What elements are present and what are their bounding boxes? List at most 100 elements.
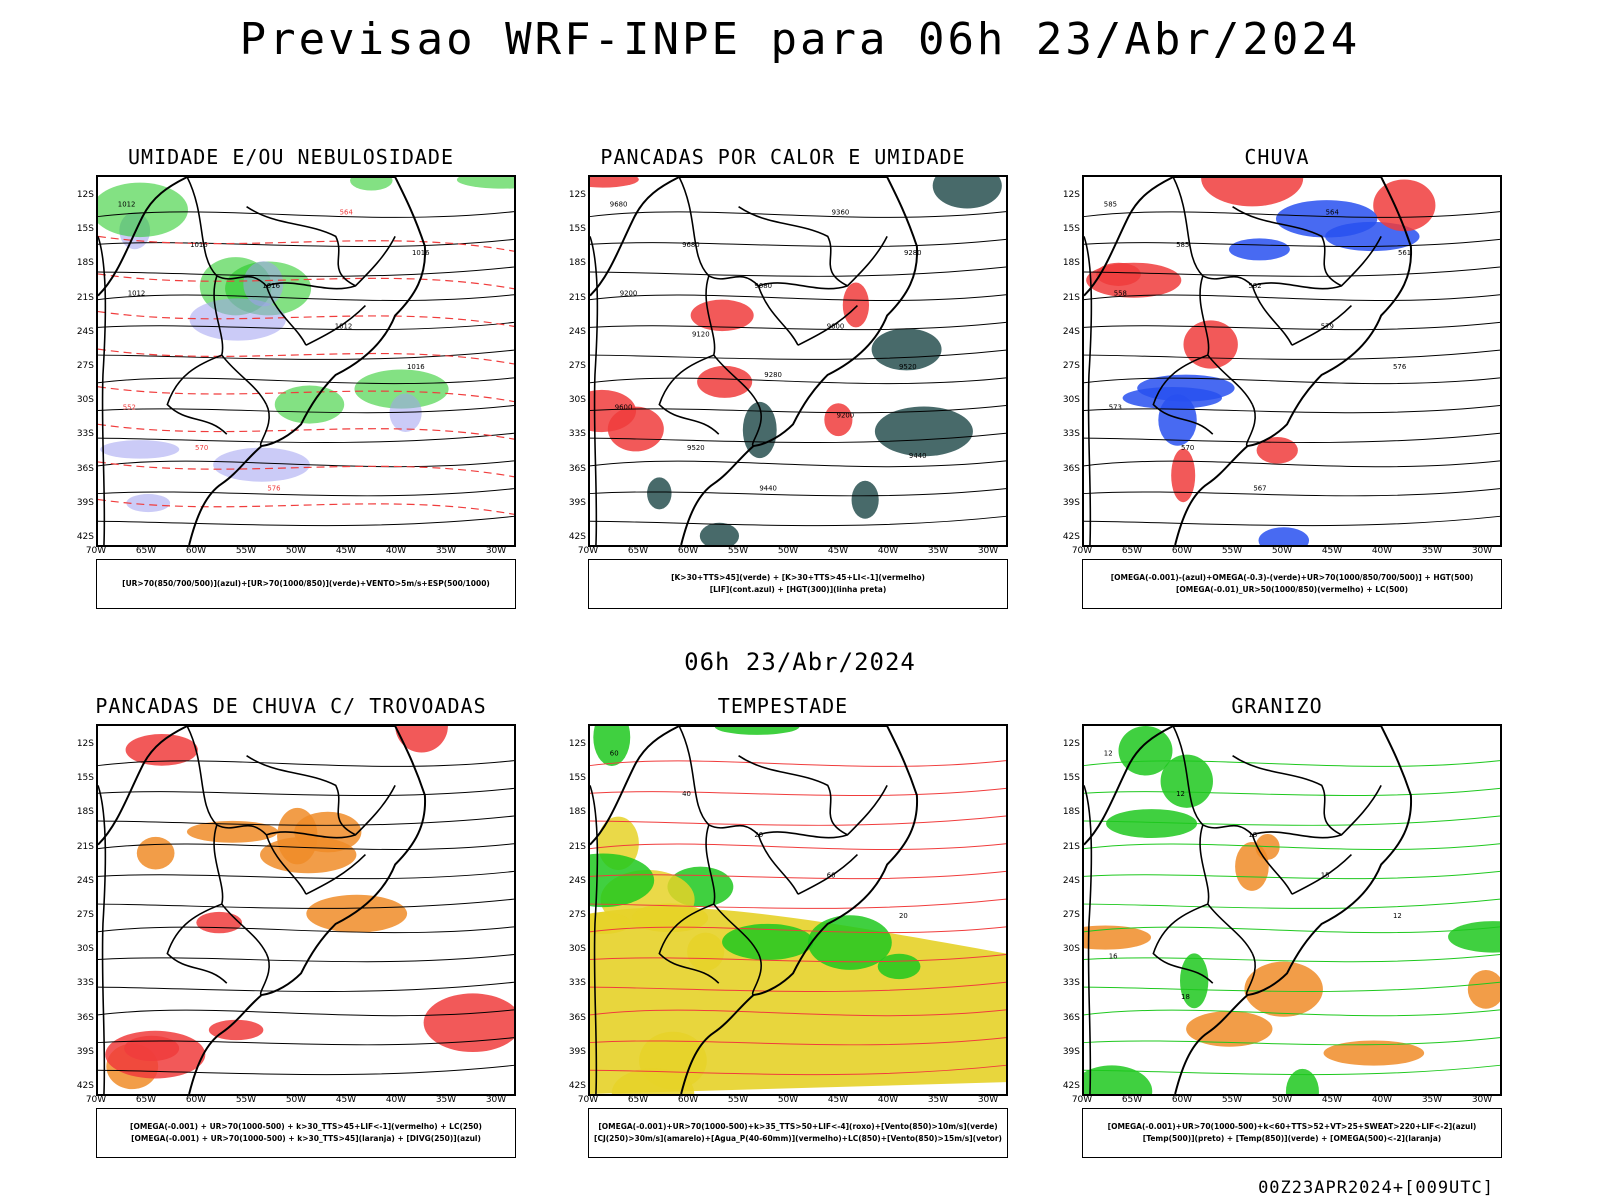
- state-border: [1172, 726, 1293, 895]
- contour-label: 12: [1393, 912, 1402, 920]
- lat-tick-label: 30S: [1062, 944, 1080, 955]
- field-patch: [213, 447, 310, 482]
- lat-tick-label: 30S: [76, 944, 94, 955]
- field-patch: [306, 894, 408, 933]
- contour-line: [590, 954, 1006, 963]
- field-patch: [1106, 809, 1198, 838]
- lat-tick-label: 21S: [76, 841, 94, 852]
- legend-line: [OMEGA(-0.01)_UR>50(1000/850)(vermelho) …: [1175, 585, 1409, 594]
- contour-label: 552: [123, 403, 136, 411]
- lat-tick-label: 18S: [76, 258, 94, 269]
- contour-line: [1084, 349, 1500, 360]
- lon-tick-label: 65W: [627, 1095, 649, 1105]
- lon-tick-label: 30W: [977, 1095, 999, 1105]
- contour-line: [590, 377, 1006, 385]
- lon-tick-label: 50W: [777, 1095, 799, 1105]
- lat-tick-label: 36S: [76, 463, 94, 474]
- thickness-line: [98, 273, 514, 290]
- contour-line: [98, 515, 514, 527]
- contour-label: 576: [1393, 363, 1406, 371]
- contour-label: 1016: [190, 241, 208, 249]
- contour-line: [98, 898, 514, 909]
- contour-line: [590, 843, 1006, 850]
- contour-line: [1084, 926, 1500, 934]
- lat-tick-label: 27S: [568, 910, 586, 920]
- contour-line: [1084, 815, 1500, 826]
- contour-label: 18: [1248, 831, 1257, 839]
- contour-line: [1084, 266, 1500, 277]
- lon-tick-label: 35W: [927, 546, 949, 556]
- thickness-line: [98, 310, 514, 327]
- lon-tick-label: 65W: [627, 546, 649, 556]
- state-border: [1232, 206, 1342, 287]
- lat-tick-label: 42S: [76, 1081, 94, 1091]
- lon-tick-label: 35W: [435, 1095, 457, 1105]
- field-patch: [423, 993, 514, 1053]
- lon-tick-label: 70W: [1071, 546, 1093, 556]
- state-border: [705, 824, 760, 954]
- state-border: [751, 404, 762, 447]
- lat-tick-label: 27S: [76, 910, 94, 920]
- panel-title: TEMPESTADE: [717, 694, 849, 718]
- lon-tick-label: 50W: [285, 1095, 307, 1105]
- map-granizo: 12 12 18 15 12 16 18: [1082, 724, 1502, 1096]
- contour-label: 9360: [832, 209, 850, 217]
- lon-tick-label: 45W: [827, 1095, 849, 1105]
- coastline-west: [590, 785, 599, 1094]
- contour-line: [98, 1064, 514, 1076]
- lat-tick-label: 24S: [568, 326, 586, 337]
- lat-tick-label: 39S: [76, 1046, 94, 1057]
- thickness-line: [98, 461, 514, 478]
- contour-line: [98, 321, 514, 331]
- field-patch: [699, 522, 740, 545]
- panel-granizo: GRANIZO 12 12 18 15 12 16 18 [OMEGA(-0.001)+UR…: [1042, 694, 1512, 1194]
- lat-tick-label: 33S: [568, 978, 586, 989]
- contour-label: 585: [1104, 201, 1117, 209]
- contour-label: 9600: [827, 322, 845, 330]
- contour-line: [98, 377, 514, 385]
- state-border: [166, 903, 228, 984]
- contour-line: [1084, 488, 1500, 497]
- contour-label: 9520: [687, 444, 705, 452]
- contour-line: [590, 760, 1006, 767]
- field-patch: [1084, 925, 1152, 950]
- field-patch: [1160, 754, 1213, 808]
- contour-label: 12: [1176, 790, 1185, 798]
- contour-line: [1084, 405, 1500, 414]
- state-border: [246, 755, 356, 836]
- lat-tick-label: 39S: [76, 497, 94, 508]
- contour-line: [590, 211, 1006, 218]
- field-patch: [874, 406, 973, 457]
- contour-line: [98, 981, 514, 993]
- field-patch: [1256, 436, 1298, 464]
- contour-line: [1084, 870, 1500, 880]
- panel-title: PANCADAS DE CHUVA C/ TROVOADAS: [95, 694, 487, 718]
- contour-line: [98, 349, 514, 360]
- contour-label: 567: [1253, 485, 1266, 493]
- state-border: [658, 903, 720, 984]
- contour-label: 1016: [412, 249, 430, 257]
- coastline-west: [1084, 785, 1093, 1094]
- lat-tick-label: 18S: [568, 258, 586, 269]
- contour-label: 9680: [682, 241, 700, 249]
- coastline: [590, 726, 919, 1094]
- lat-tick-label: 36S: [568, 1012, 586, 1023]
- lon-tick-label: 40W: [385, 546, 407, 556]
- field-patch: [208, 1019, 264, 1041]
- field-patch: [877, 953, 921, 980]
- contour-line: [98, 432, 514, 444]
- lat-tick-label: 12S: [76, 190, 94, 200]
- contour-line: [590, 1037, 1006, 1046]
- field-patch: [871, 328, 942, 371]
- legend-pancadas-calor: [K>30+TTS>45](verde) + [K>30+TTS>45+LI<-…: [588, 559, 1008, 609]
- lon-tick-label: 45W: [1321, 546, 1343, 556]
- state-border: [758, 236, 888, 290]
- state-border: [678, 726, 799, 895]
- coastline-west: [590, 236, 599, 545]
- lon-tick-label: 70W: [85, 546, 107, 556]
- state-border: [246, 206, 356, 287]
- field-patch: [690, 299, 754, 332]
- contour-label: 20: [899, 912, 908, 920]
- lon-tick-label: 45W: [827, 546, 849, 556]
- lat-tick-label: 18S: [76, 807, 94, 818]
